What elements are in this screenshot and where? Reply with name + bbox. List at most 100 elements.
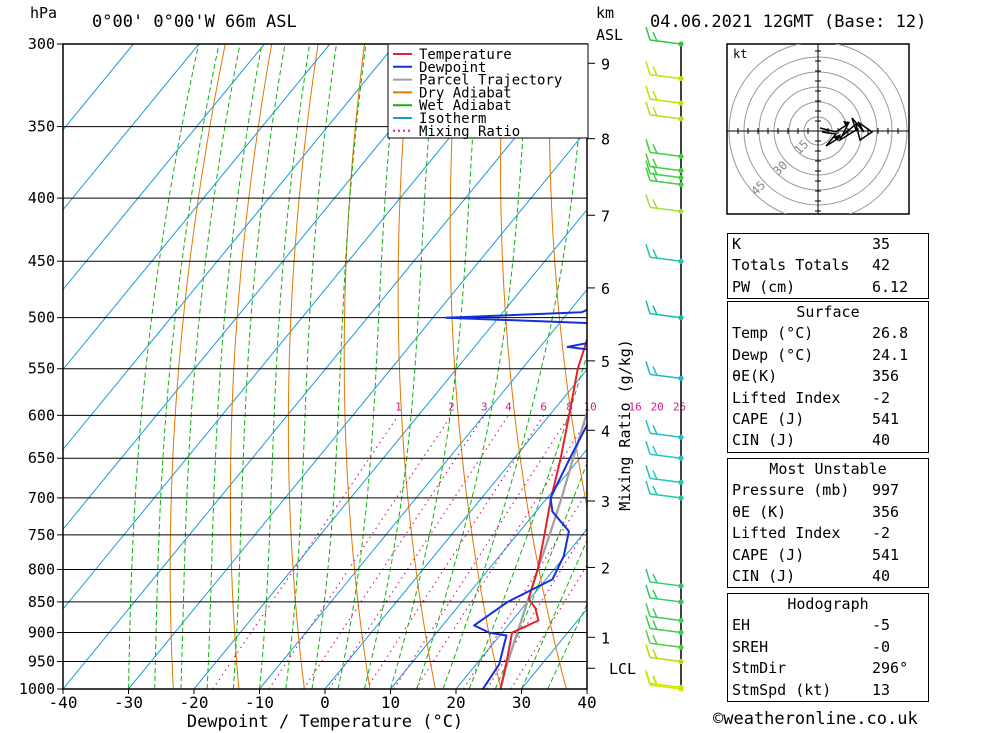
legend-label: Dewpoint bbox=[419, 60, 486, 76]
credit-text[interactable]: ©weatheronline.co.uk bbox=[713, 709, 918, 729]
wind-barb-flag bbox=[652, 649, 658, 659]
table-row: EH -5 bbox=[728, 615, 928, 636]
wind-barb-flag bbox=[645, 584, 651, 599]
wind-barb-shaft bbox=[649, 165, 682, 172]
wind-barb-flag bbox=[645, 603, 651, 617]
mixing-ratio-label: 2 bbox=[448, 400, 455, 413]
row-label: StmSpd (kt) bbox=[732, 680, 832, 699]
row-label: θE(K) bbox=[732, 367, 778, 386]
wind-barb-shaft bbox=[649, 581, 682, 587]
table-row: K 35 bbox=[728, 234, 928, 255]
most-unstable-table: Most Unstable Pressure (mb) 997 θE (K) 356 L… bbox=[727, 458, 929, 589]
most-unstable-title: Most Unstable bbox=[769, 460, 887, 478]
pressure-tick-label: 700 bbox=[28, 489, 55, 507]
isotherm-line bbox=[259, 288, 587, 689]
datetime-title: 04.06.2021 12GMT (Base: 12) bbox=[650, 12, 927, 32]
wind-barb-shaft bbox=[649, 151, 682, 158]
row-label: Lifted Index bbox=[732, 524, 841, 543]
pressure-tick-label: 300 bbox=[28, 35, 55, 53]
pressure-tick-label: 850 bbox=[28, 593, 55, 611]
isotherm-line bbox=[63, 44, 265, 291]
table-row: Lifted Index -2 bbox=[728, 388, 928, 409]
table-row: StmDir 296° bbox=[728, 658, 928, 679]
temperature-line bbox=[499, 335, 587, 689]
wind-barb-shaft bbox=[649, 453, 682, 459]
wind-barb-flag bbox=[652, 106, 658, 117]
wind-barb-shaft bbox=[649, 493, 682, 499]
location-title: 0°00' 0°00'W 66m ASL bbox=[92, 12, 297, 32]
wind-barb-flag bbox=[645, 670, 651, 684]
wind-barb bbox=[645, 671, 684, 692]
wind-barb-flag bbox=[645, 630, 651, 644]
row-label: Pressure (mb) bbox=[732, 481, 850, 500]
wind-barb-flag bbox=[652, 485, 658, 496]
wind-barb-flag bbox=[645, 160, 651, 174]
surface-table: Surface Temp (°C) 26.8 Dewp (°C) 24.1 θE(K) 3… bbox=[727, 301, 929, 453]
wind-barb-shaft bbox=[649, 684, 682, 690]
wind-barb-flag bbox=[645, 361, 651, 375]
wind-barb bbox=[645, 419, 684, 440]
row-label: Dewp (°C) bbox=[732, 345, 814, 364]
mixing-ratio-label: 1 bbox=[395, 400, 402, 413]
temperature-tick-label: -30 bbox=[114, 693, 143, 712]
wind-barb-flag bbox=[652, 158, 658, 168]
wind-barb-flag bbox=[645, 139, 651, 153]
wind-barb bbox=[645, 139, 684, 159]
row-value: -2 bbox=[872, 524, 891, 543]
mixing-ratio-line bbox=[415, 419, 587, 689]
pressure-tick-label: 750 bbox=[28, 526, 55, 544]
wind-barb bbox=[645, 568, 684, 589]
wet-adiabat-line bbox=[180, 44, 241, 689]
row-label: CAPE (J) bbox=[732, 409, 805, 428]
temperature-tick-label: -40 bbox=[49, 693, 78, 712]
legend-box bbox=[387, 43, 589, 139]
isotherm-line bbox=[390, 448, 587, 689]
wind-barb-flag bbox=[645, 644, 651, 658]
row-value: 40 bbox=[872, 566, 891, 585]
pressure-tick-label: 1000 bbox=[19, 680, 55, 698]
wind-barb-flag bbox=[652, 470, 658, 480]
pressure-tick-label: 550 bbox=[28, 360, 55, 378]
temperature-tick-label: -10 bbox=[245, 693, 274, 712]
table-row: StmSpd (kt) 13 bbox=[728, 680, 928, 701]
wind-barb-flag bbox=[652, 424, 658, 435]
wind-barb-shaft bbox=[649, 597, 682, 603]
mixing-ratio-label: 4 bbox=[505, 400, 512, 413]
wind-barb-shaft bbox=[649, 656, 682, 663]
wind-barb-shaft bbox=[649, 615, 682, 622]
wind-barb-flag bbox=[652, 31, 658, 42]
parcel-trajectory-line bbox=[499, 408, 587, 689]
altitude-tick-label: 6 bbox=[601, 280, 610, 298]
wind-barb-shaft bbox=[649, 477, 682, 484]
wind-barb-flag bbox=[652, 589, 658, 600]
hodograph-table: Hodograph EH -5 SREH -0 StmDir 296° StmSpd (kt… bbox=[727, 593, 929, 702]
row-label: CIN (J) bbox=[732, 566, 796, 585]
wind-barb-flag bbox=[652, 144, 658, 154]
wind-barb-shaft bbox=[649, 432, 682, 438]
row-value: -0 bbox=[872, 637, 891, 656]
pressure-tick-label: 400 bbox=[28, 189, 55, 207]
table-row: Lifted Index -2 bbox=[728, 523, 928, 544]
wind-barb-flag bbox=[645, 61, 651, 75]
pressure-tick-label: 950 bbox=[28, 653, 55, 671]
wet-adiabat-line bbox=[547, 603, 587, 689]
wind-barb-shaft bbox=[649, 627, 682, 634]
row-value: 6.12 bbox=[872, 277, 909, 296]
wind-barb bbox=[645, 440, 684, 461]
wind-barb bbox=[645, 584, 684, 605]
table-row: SREH -0 bbox=[728, 637, 928, 658]
legend-label: Wet Adiabat bbox=[419, 98, 512, 114]
wind-barb-flag bbox=[652, 573, 658, 584]
mixing-ratio-label: 20 bbox=[650, 400, 663, 413]
row-value: 42 bbox=[872, 256, 891, 275]
wind-barb bbox=[645, 603, 684, 624]
pressure-unit: hPa bbox=[30, 4, 58, 22]
table-row: PW (cm) 6.12 bbox=[728, 277, 928, 298]
row-label: StmDir bbox=[732, 659, 787, 678]
hodograph-unit: kt bbox=[733, 47, 747, 61]
wind-barb-dot bbox=[678, 644, 684, 650]
row-value: -2 bbox=[872, 388, 891, 407]
mixing-ratio-line bbox=[510, 564, 587, 689]
